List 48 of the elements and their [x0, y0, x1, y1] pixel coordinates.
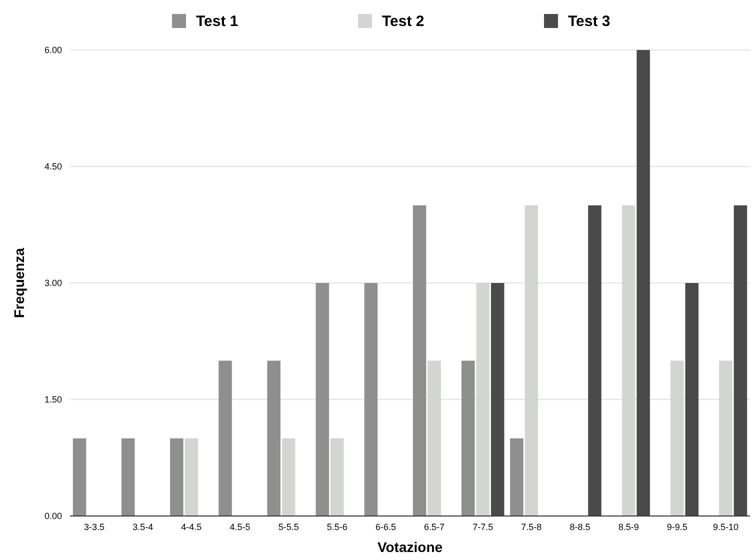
x-tick-label: 8.5-9 [618, 522, 639, 532]
x-tick-label: 3.5-4 [132, 522, 154, 532]
y-tick-label: 6.00 [44, 44, 62, 55]
bar [588, 205, 602, 516]
y-tick-label: 1.50 [44, 394, 62, 404]
bar [490, 283, 504, 516]
x-tick-label: 7-7.5 [472, 522, 494, 532]
bar [636, 50, 650, 516]
x-tick-label: 4-4.5 [181, 522, 202, 532]
x-tick-label: 9-9.5 [666, 522, 688, 532]
x-tick-label: 6.5-7 [424, 522, 445, 532]
bar [670, 360, 684, 516]
bar [282, 438, 296, 516]
bar [510, 438, 524, 516]
x-tick-label: 9.5-10 [712, 522, 738, 532]
y-tick-label: 4.50 [44, 161, 62, 172]
bar [316, 283, 330, 516]
y-tick-label: 3.00 [44, 278, 62, 288]
bar [476, 283, 490, 516]
y-axis-title: Frequenza [11, 248, 27, 318]
legend-label: Test 1 [196, 13, 238, 30]
bar [121, 438, 135, 516]
bar [524, 205, 538, 516]
legend-label: Test 2 [382, 13, 424, 30]
x-tick-label: 5-5.5 [278, 522, 299, 532]
bar [719, 360, 732, 516]
bar [218, 360, 232, 516]
bar [267, 360, 280, 516]
bar [184, 438, 198, 516]
legend-label: Test 3 [568, 13, 610, 30]
x-axis-title: Votazione [377, 539, 443, 555]
y-tick-label: 0.00 [44, 510, 62, 521]
x-tick-label: 5.5-6 [326, 522, 348, 532]
x-tick-label: 8-8.5 [570, 522, 590, 532]
bar [72, 438, 86, 516]
bar [364, 283, 378, 516]
x-tick-label: 6-6.5 [375, 522, 396, 532]
bar [428, 360, 441, 516]
bar [330, 438, 344, 516]
bar [734, 205, 748, 516]
x-tick-label: 4.5-5 [230, 522, 250, 532]
bar [685, 283, 699, 516]
x-tick-label: 7.5-8 [521, 522, 542, 532]
bar [622, 205, 636, 516]
bar [170, 438, 184, 516]
bar [412, 205, 426, 516]
bar [461, 360, 475, 516]
x-tick-label: 3-3.5 [84, 522, 105, 532]
